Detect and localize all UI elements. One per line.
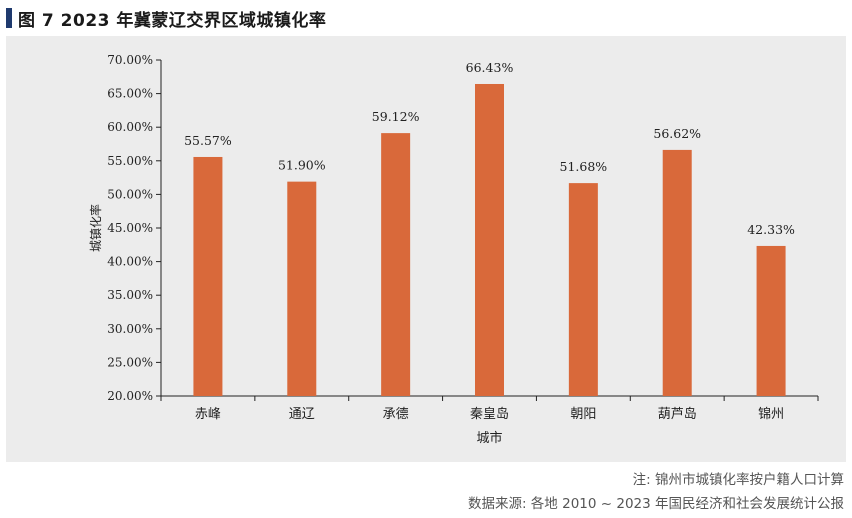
y-tick-label: 30.00% [107,322,153,336]
chart-panel: 20.00% 25.00% 30.00% 35.00% 40.00% 45.00% 50.0… [6,36,846,462]
data-label: 66.43% [466,60,514,75]
data-label: 51.68% [560,159,608,174]
x-tick-label: 秦皇岛 [470,406,509,422]
data-label: 55.57% [184,133,232,148]
bar-2 [287,181,317,396]
x-tick-label: 承德 [383,407,409,422]
bar-6 [662,149,692,396]
y-tick-label: 25.00% [107,355,153,369]
data-label: 51.90% [278,158,326,173]
bar-5 [568,183,598,396]
x-tick-label: 通辽 [289,407,315,422]
y-tick-label: 60.00% [107,120,153,134]
bar-4 [475,83,504,396]
x-tick-label: 赤峰 [195,407,221,422]
x-tick-label: 锦州 [758,407,784,422]
bar-7 [756,245,786,396]
title-marker [6,8,12,28]
data-label: 42.33% [747,222,795,237]
y-tick-label: 50.00% [107,187,153,201]
data-label: 56.62% [653,126,701,141]
y-tick-label: 65.00% [107,87,153,101]
bar-chart: 20.00% 25.00% 30.00% 35.00% 40.00% 45.00% 50.0… [88,53,819,446]
y-tick-label: 20.00% [107,389,153,403]
figure-title-row: 图 7 2023 年冀蒙辽交界区域城镇化率 [6,6,327,31]
footnote-note: 注: 锦州市城镇化率按户籍人口计算 [632,472,844,488]
footnote-source: 数据来源: 各地 2010 ~ 2023 年国民经济和社会发展统计公报 [467,496,844,512]
x-tick-label: 葫芦岛 [658,406,697,422]
y-tick-label: 45.00% [107,221,153,235]
x-axis-title: 城市 [476,430,502,446]
x-tick-label: 朝阳 [570,407,596,422]
bar-3 [381,133,411,397]
y-tick-label: 35.00% [107,288,153,302]
figure-title: 图 7 2023 年冀蒙辽交界区域城镇化率 [18,10,327,31]
y-axis-title: 城镇化率 [88,204,103,252]
y-tick-label: 40.00% [107,255,153,269]
data-label: 59.12% [372,109,420,124]
y-tick-label: 55.00% [107,154,153,168]
y-tick-label: 70.00% [107,53,153,67]
bar-1 [193,156,223,396]
